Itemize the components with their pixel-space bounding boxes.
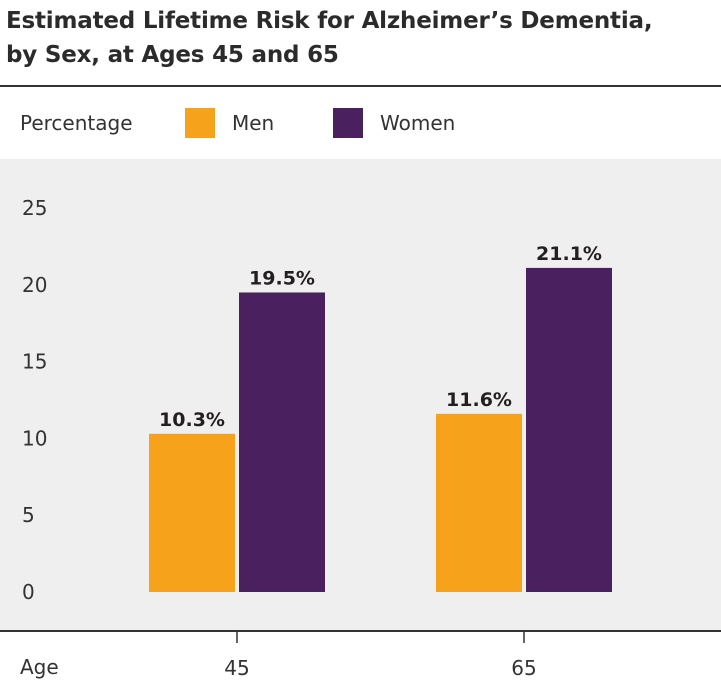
legend: Percentage Men Women (0, 88, 721, 158)
bar-women-65 (526, 267, 612, 592)
y-tick-label: 10 (22, 426, 47, 450)
chart-title-line-2: by Sex, at Ages 45 and 65 (6, 42, 339, 68)
data-label: 21.1% (536, 243, 602, 265)
data-label: 10.3% (159, 409, 225, 431)
y-tick-label: 0 (22, 580, 35, 604)
y-tick-label: 25 (22, 196, 47, 220)
bar-women-45 (239, 292, 325, 592)
y-axis-title: Percentage (20, 111, 133, 135)
chart-title-line-1: Estimated Lifetime Risk for Alzheimer’s … (6, 8, 653, 34)
chart-title: Estimated Lifetime Risk for Alzheimer’s … (6, 4, 706, 72)
legend-label-men: Men (232, 111, 275, 135)
x-tick-label: 45 (224, 656, 249, 680)
y-tick-label: 5 (22, 503, 35, 527)
data-label: 19.5% (249, 267, 315, 289)
y-tick-label: 20 (22, 273, 47, 297)
x-tick-label: 65 (511, 656, 536, 680)
data-label: 11.6% (446, 389, 512, 411)
bar-men-65 (436, 413, 522, 592)
legend-swatch-men (185, 108, 215, 138)
legend-label-women: Women (380, 111, 456, 135)
legend-swatch-women (333, 108, 363, 138)
x-axis-line (0, 630, 721, 632)
bar-men-45 (149, 433, 235, 592)
x-axis-title: Age (20, 655, 59, 679)
top-divider (0, 85, 721, 87)
y-tick-label: 15 (22, 350, 47, 374)
